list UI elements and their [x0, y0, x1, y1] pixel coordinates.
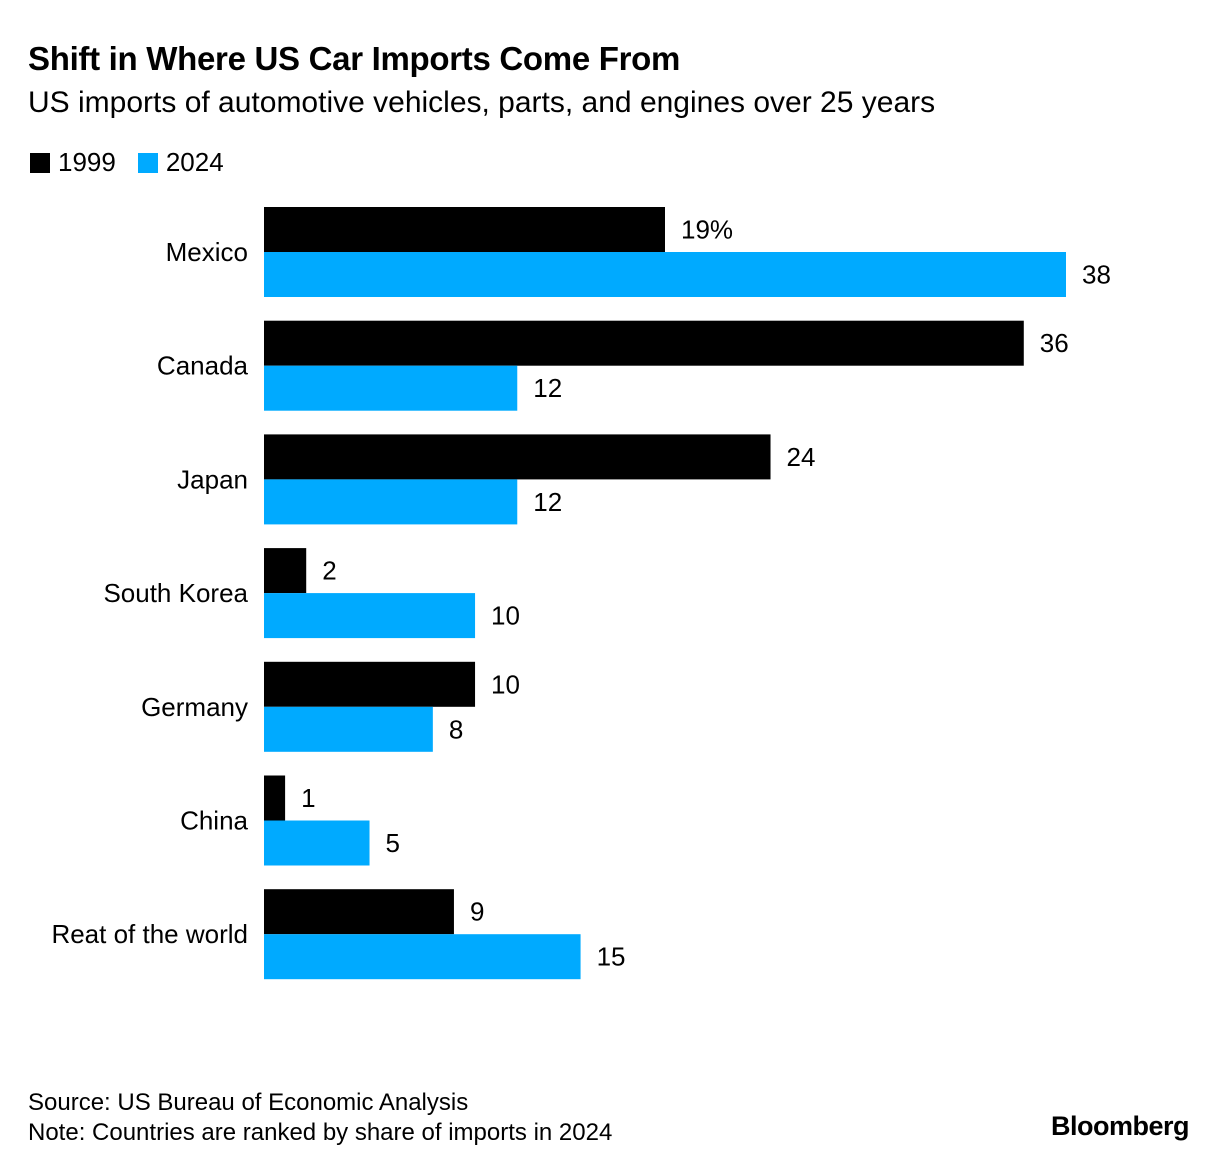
data-label-china-2024: 5	[386, 828, 400, 858]
legend: 1999 2024	[30, 147, 246, 178]
bar-germany-1999	[264, 661, 476, 707]
bar-china-2024	[264, 820, 370, 866]
chart-subtitle: US imports of automotive vehicles, parts…	[28, 86, 936, 119]
data-label-reat-of-the-world-2024: 15	[597, 942, 626, 972]
bar-canada-1999	[264, 320, 1024, 366]
data-label-south-korea-2024: 10	[491, 601, 520, 631]
legend-label-2024: 2024	[165, 147, 224, 177]
bar-south-korea-1999	[264, 548, 307, 594]
bar-germany-2024	[264, 706, 433, 752]
data-label-canada-1999: 36	[1040, 328, 1069, 358]
category-label-japan: Japan	[177, 464, 248, 494]
data-label-japan-1999: 24	[787, 442, 816, 472]
data-label-germany-2024: 8	[449, 714, 463, 744]
bar-canada-2024	[264, 365, 518, 411]
data-label-germany-1999: 10	[491, 669, 520, 699]
category-label-canada: Canada	[157, 351, 249, 381]
data-label-china-1999: 1	[301, 783, 315, 813]
bar-japan-1999	[264, 434, 771, 480]
data-label-reat-of-the-world-1999: 9	[470, 897, 484, 927]
bar-mexico-2024	[264, 252, 1066, 297]
ranking-note: Note: Countries are ranked by share of i…	[28, 1119, 613, 1146]
bar-mexico-1999	[264, 207, 665, 252]
category-label-south-korea: South Korea	[103, 578, 248, 608]
data-label-mexico-2024: 38	[1082, 260, 1111, 290]
legend-label-1999: 1999	[58, 147, 116, 177]
legend-swatch-1999	[30, 152, 50, 173]
bloomberg-logo: Bloomberg	[1050, 1111, 1190, 1141]
legend-item-1999: 1999	[30, 147, 116, 178]
data-label-japan-2024: 12	[533, 487, 562, 517]
bar-reat-of-the-world-2024	[264, 934, 581, 980]
data-label-canada-2024: 12	[533, 373, 562, 403]
category-label-mexico: Mexico	[166, 237, 248, 267]
category-label-reat-of-the-world: Reat of the world	[51, 919, 248, 949]
bar-china-1999	[264, 775, 286, 821]
bar-reat-of-the-world-1999	[264, 889, 454, 935]
chart-title: Shift in Where US Car Imports Come From	[28, 40, 681, 77]
source-note: Source: US Bureau of Economic Analysis	[28, 1089, 469, 1116]
data-label-south-korea-1999: 2	[322, 556, 336, 586]
data-label-mexico-1999: 19%	[681, 215, 733, 245]
legend-swatch-2024	[137, 152, 158, 173]
category-label-germany: Germany	[141, 692, 248, 722]
bar-japan-2024	[264, 479, 518, 525]
bar-south-korea-2024	[264, 593, 476, 639]
legend-item-2024: 2024	[137, 147, 224, 178]
category-label-china: China	[180, 806, 248, 836]
